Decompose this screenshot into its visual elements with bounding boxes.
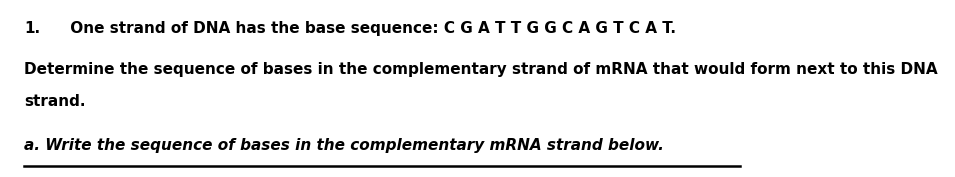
Text: 1.: 1. bbox=[24, 21, 40, 36]
Text: One strand of DNA has the base sequence: C G A T T G G C A G T C A T.: One strand of DNA has the base sequence:… bbox=[65, 21, 676, 36]
Text: a. Write the sequence of bases in the complementary mRNA strand below.: a. Write the sequence of bases in the co… bbox=[24, 138, 664, 153]
Text: strand.: strand. bbox=[24, 94, 85, 109]
Text: Determine the sequence of bases in the complementary strand of mRNA that would f: Determine the sequence of bases in the c… bbox=[24, 62, 938, 77]
